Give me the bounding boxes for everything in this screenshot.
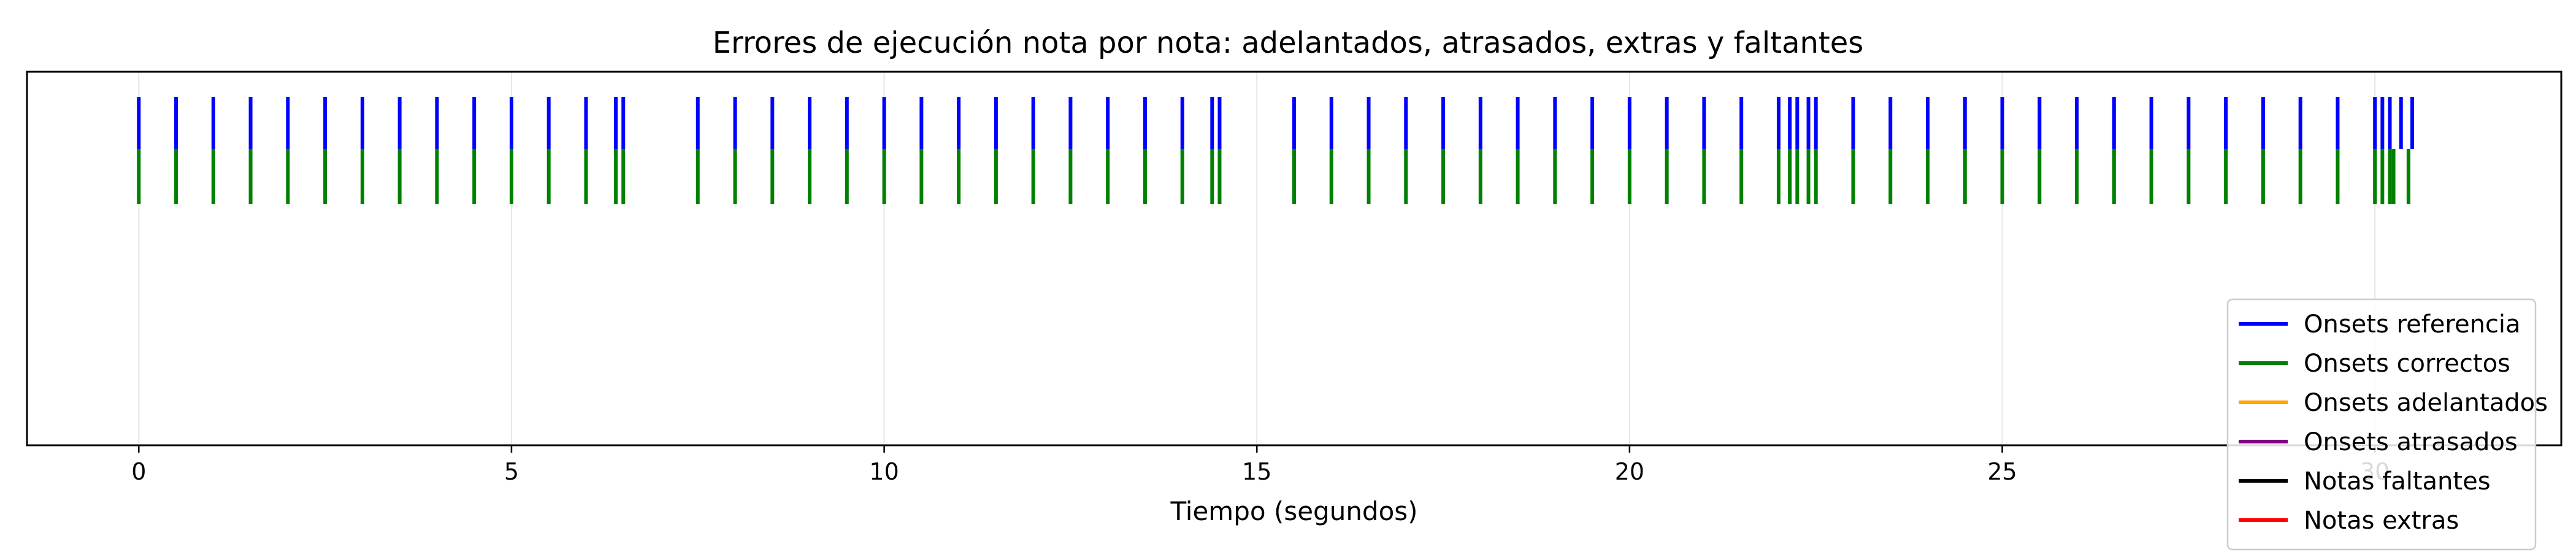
chart-title: Errores de ejecución nota por nota: adel… [713,26,1864,60]
x-tick-label: 0 [131,458,146,485]
legend-label: Onsets atrasados [2304,428,2518,456]
legend-label: Notas faltantes [2304,467,2491,496]
x-axis-label: Tiempo (segundos) [1170,496,1417,526]
event-lines [137,97,2414,204]
x-tick-label: 20 [1615,458,1644,485]
legend-label: Onsets adelantados [2304,389,2548,417]
x-tick-label: 15 [1242,458,1271,485]
legend-label: Notas extras [2304,507,2459,535]
plot-frame [26,71,2563,447]
legend-box [2226,298,2537,551]
x-tick-label: 10 [869,458,899,485]
x-tick-label: 5 [504,458,519,485]
x-axis-ticks: 051015202530 [131,445,2390,485]
legend-label: Onsets referencia [2304,310,2521,339]
legend: Onsets referencia Onsets correctos Onsets … [2226,298,2548,551]
x-tick-label: 25 [1987,458,2017,485]
legend-label: Onsets correctos [2304,350,2510,378]
